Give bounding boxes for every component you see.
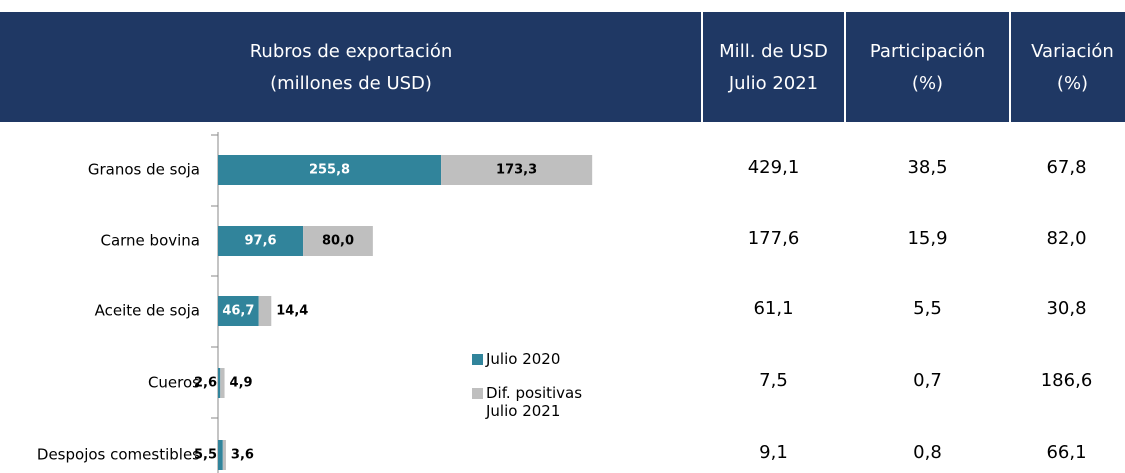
- header-text: Participación: [870, 41, 985, 62]
- header-text: Mill. de USD: [719, 41, 828, 62]
- table-cell: 38,5: [907, 157, 947, 178]
- legend-item: Julio 2020: [472, 350, 602, 368]
- header-text: (millones de USD): [270, 73, 432, 94]
- category-label: Carne bovina: [100, 232, 200, 250]
- header-text: Julio 2021: [728, 73, 818, 94]
- category-label: Granos de soja: [88, 161, 200, 179]
- table-cell: 15,9: [907, 228, 947, 249]
- table-cell: 82,0: [1046, 228, 1086, 249]
- bar-segment: [218, 296, 259, 326]
- legend-item: Dif. positivas Julio 2021: [472, 384, 602, 420]
- bar-segment: [258, 296, 272, 326]
- table-cell: 67,8: [1046, 157, 1086, 178]
- table-cell: 61,1: [753, 298, 793, 319]
- legend: Julio 2020 Dif. positivas Julio 2021: [472, 350, 602, 436]
- bar-segment: [441, 155, 593, 185]
- table-cell: 9,1: [759, 442, 788, 463]
- value-label: 173,3: [496, 163, 537, 178]
- table-cell: 66,1: [1046, 442, 1086, 463]
- table-cell: 7,5: [759, 370, 788, 391]
- bar-segment: [222, 440, 226, 470]
- table-cell: 0,8: [913, 442, 942, 463]
- bar-segment: [220, 368, 225, 398]
- header-text: Variación: [1031, 41, 1114, 62]
- value-label: 2,6: [194, 376, 217, 391]
- value-label: 80,0: [322, 234, 354, 249]
- legend-label: Dif. positivas Julio 2021: [486, 384, 583, 420]
- bar-segment: [218, 226, 304, 256]
- bar-segment: [218, 440, 223, 470]
- value-label: 3,6: [231, 448, 254, 463]
- header-text: (%): [1057, 73, 1088, 94]
- table-cell: 177,6: [748, 228, 800, 249]
- value-label: 97,6: [245, 234, 277, 249]
- header-text: Rubros de exportación: [250, 41, 453, 62]
- bar-segment: [218, 155, 442, 185]
- value-label: 5,5: [194, 448, 217, 463]
- table-cell: 30,8: [1046, 298, 1086, 319]
- bar-segment: [218, 368, 221, 398]
- table-cell: 429,1: [748, 157, 800, 178]
- table-cell: 186,6: [1041, 370, 1093, 391]
- value-label: 14,4: [276, 304, 308, 319]
- header-bg: [0, 12, 1125, 122]
- category-label: Cueros: [148, 374, 200, 392]
- category-label: Despojos comestibles: [37, 446, 200, 464]
- header-text: (%): [912, 73, 943, 94]
- table-cell: 0,7: [913, 370, 942, 391]
- legend-swatch: [472, 354, 483, 365]
- table-cell: 5,5: [913, 298, 942, 319]
- bar-segment: [303, 226, 373, 256]
- category-label: Aceite de soja: [95, 302, 200, 320]
- value-label: 4,9: [230, 376, 253, 391]
- legend-swatch: [472, 388, 483, 399]
- value-label: 255,8: [309, 163, 350, 178]
- value-label: 46,7: [222, 304, 254, 319]
- legend-label: Julio 2020: [486, 350, 561, 368]
